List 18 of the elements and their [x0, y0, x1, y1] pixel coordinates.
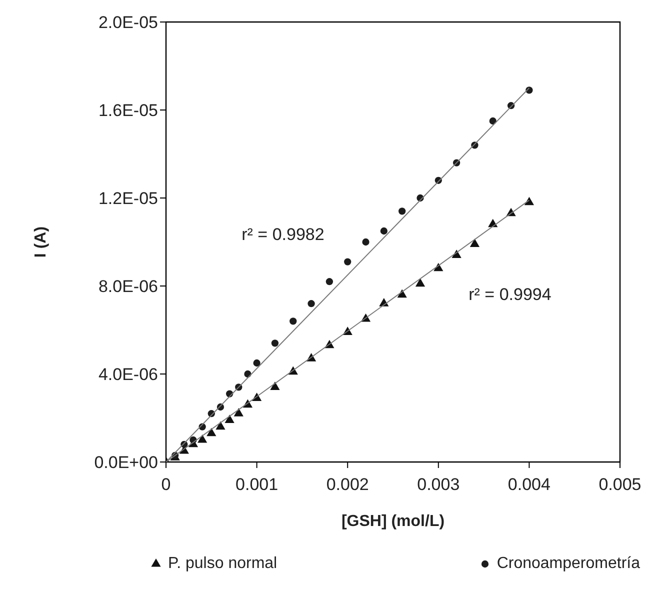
y-tick-label: 2.0E-05	[98, 13, 158, 32]
y-tick-label: 8.0E-06	[98, 277, 158, 296]
x-axis-title: [GSH] (mol/L)	[341, 513, 445, 530]
y-axis-title: I (A)	[32, 226, 50, 258]
annotation: r² = 0.9982	[240, 225, 326, 245]
legend-label: Cronoamperometría	[496, 555, 640, 573]
x-tick-label: 0.005	[598, 475, 642, 494]
y-tick-label: 0.0E+00	[94, 453, 158, 472]
legend-label: P. pulso normal	[167, 555, 278, 573]
y-tick-label: 1.6E-05	[98, 101, 158, 120]
y-tick-label: 1.2E-05	[98, 189, 158, 208]
x-tick-label: 0.001	[236, 475, 278, 494]
x-tick-label: 0.003	[417, 475, 460, 494]
x-tick-label: 0.002	[326, 475, 369, 494]
annotation: r² = 0.9994	[468, 285, 552, 305]
y-tick-label: 4.0E-06	[98, 365, 158, 384]
x-tick-label: 0.004	[508, 475, 550, 494]
x-tick-label: 0	[161, 475, 171, 494]
